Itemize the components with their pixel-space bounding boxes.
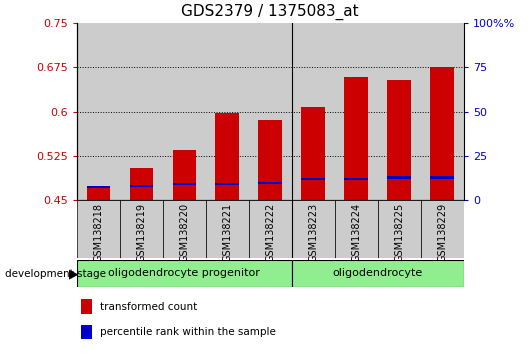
Bar — [86, 186, 110, 188]
Text: GSM138221: GSM138221 — [222, 203, 232, 262]
Text: GSM138224: GSM138224 — [351, 203, 361, 262]
Bar — [421, 200, 464, 258]
Bar — [387, 80, 411, 200]
Bar — [292, 200, 335, 258]
Bar — [216, 183, 239, 185]
Bar — [259, 120, 282, 200]
Bar — [292, 260, 464, 287]
Bar — [163, 23, 206, 200]
Text: GSM138223: GSM138223 — [308, 203, 319, 262]
Bar — [378, 200, 421, 258]
Bar — [77, 23, 120, 200]
Bar — [292, 23, 335, 200]
Bar — [249, 23, 292, 200]
Text: GSM138222: GSM138222 — [266, 203, 275, 262]
Text: GSM138218: GSM138218 — [93, 203, 103, 262]
Title: GDS2379 / 1375083_at: GDS2379 / 1375083_at — [181, 4, 359, 20]
Bar — [206, 200, 249, 258]
Bar — [172, 150, 196, 200]
Bar — [129, 185, 153, 187]
Bar — [120, 23, 163, 200]
Bar — [387, 176, 411, 179]
Text: oligodendrocyte: oligodendrocyte — [333, 268, 423, 279]
Bar — [302, 178, 325, 180]
Bar — [86, 187, 110, 200]
Bar — [206, 23, 249, 200]
Bar — [335, 200, 378, 258]
Text: GSM138219: GSM138219 — [136, 203, 146, 262]
Text: transformed count: transformed count — [100, 302, 197, 312]
Bar — [430, 176, 454, 179]
Bar — [77, 260, 292, 287]
Bar — [120, 200, 163, 258]
Bar — [129, 167, 153, 200]
Text: GSM138229: GSM138229 — [437, 203, 447, 262]
Text: oligodendrocyte progenitor: oligodendrocyte progenitor — [108, 268, 260, 279]
Bar — [77, 200, 120, 258]
Bar — [344, 77, 368, 200]
Bar — [172, 183, 196, 185]
Bar — [81, 325, 92, 339]
Bar — [259, 182, 282, 184]
Bar — [335, 23, 378, 200]
Text: development stage: development stage — [5, 269, 107, 279]
Text: ▶: ▶ — [69, 268, 78, 281]
Text: GSM138220: GSM138220 — [179, 203, 189, 262]
Bar — [216, 113, 239, 200]
Bar — [249, 200, 292, 258]
Bar — [421, 23, 464, 200]
Bar — [344, 178, 368, 180]
Text: percentile rank within the sample: percentile rank within the sample — [100, 327, 276, 337]
Bar — [163, 200, 206, 258]
Text: GSM138225: GSM138225 — [394, 203, 404, 262]
Bar — [81, 299, 92, 314]
Bar — [430, 67, 454, 200]
Bar — [302, 107, 325, 200]
Bar — [378, 23, 421, 200]
